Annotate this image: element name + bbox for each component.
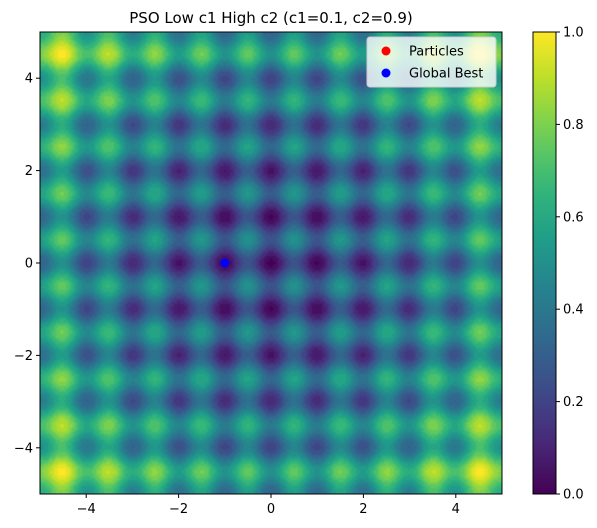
x-tick-label: 4: [452, 502, 460, 517]
y-tick-label: 0: [25, 257, 33, 272]
x-axis: −4 −2 0 2 4: [77, 494, 460, 517]
global-best-point: [220, 258, 230, 268]
x-tick-label: 2: [359, 502, 367, 517]
y-tick-label: 2: [25, 164, 33, 179]
legend-marker-particles: [381, 46, 391, 56]
y-tick-label: 4: [25, 72, 33, 87]
colorbar-axis: 0.0 0.2 0.4 0.6 0.8 1.0: [556, 26, 584, 503]
y-tick-label: −2: [14, 349, 33, 364]
legend-box: [366, 36, 497, 88]
markers-layer: [220, 258, 230, 268]
x-tick-label: −4: [77, 502, 96, 517]
legend-label-global-best: Global Best: [409, 67, 483, 82]
colorbar-tick-label: 0.8: [563, 118, 584, 133]
colorbar-tick-label: 0.6: [563, 210, 584, 225]
heatmap-surface: [40, 32, 502, 494]
colorbar-tick-label: 0.2: [563, 395, 584, 410]
chart-title: PSO Low c1 High c2 (c1=0.1, c2=0.9): [129, 9, 412, 27]
legend-marker-global-best: [381, 68, 391, 78]
legend: Particles Global Best: [366, 36, 497, 88]
colorbar-tick-label: 1.0: [563, 26, 584, 41]
x-tick-label: 0: [267, 502, 275, 517]
x-tick-label: −2: [169, 502, 188, 517]
legend-label-particles: Particles: [409, 45, 464, 60]
y-axis: −4 −2 0 2 4: [14, 72, 40, 456]
y-tick-label: −4: [14, 441, 33, 456]
colorbar-frame: [532, 31, 557, 495]
colorbar-tick-label: 0.4: [563, 303, 584, 318]
colorbar: [533, 32, 556, 494]
colorbar-tick-label: 0.0: [563, 488, 584, 503]
